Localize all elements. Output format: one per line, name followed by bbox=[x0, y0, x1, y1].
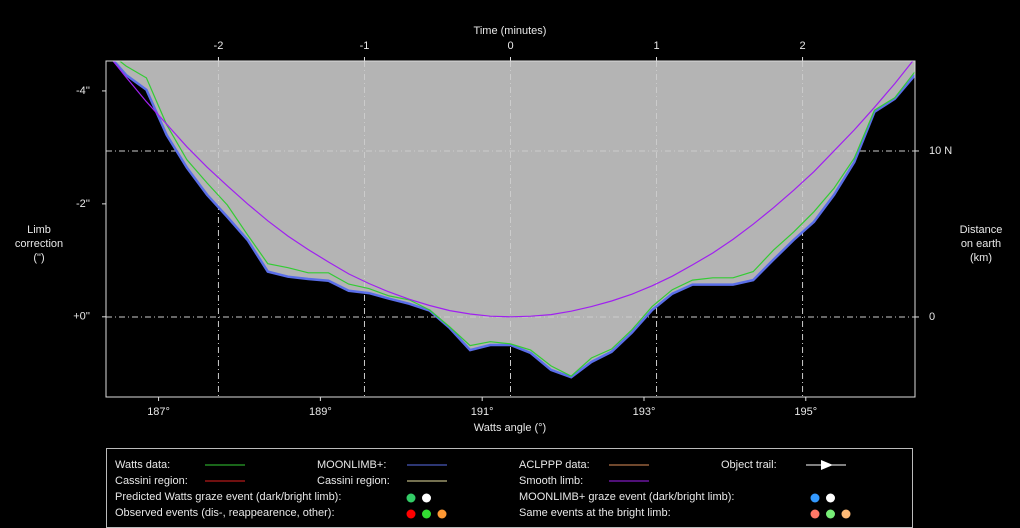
x-tick-label: 191° bbox=[471, 406, 494, 418]
legend-arrow bbox=[821, 460, 833, 470]
x2-tick-label: -2 bbox=[214, 40, 224, 52]
x-tick-label: 189° bbox=[309, 406, 332, 418]
x2-axis-label: Time (minutes) bbox=[474, 25, 547, 37]
legend-dot bbox=[422, 493, 431, 503]
legend-label: Cassini region: bbox=[317, 475, 390, 487]
legend-dot bbox=[826, 493, 835, 503]
legend-label: MOONLIMB+ graze event (dark/bright limb)… bbox=[519, 491, 735, 503]
y-axis-label: (") bbox=[33, 252, 44, 264]
y2-axis-label: Distance bbox=[960, 224, 1003, 236]
x-tick-label: 193° bbox=[633, 406, 656, 418]
x2-tick-label: 1 bbox=[653, 40, 659, 52]
y-tick-label: +0'' bbox=[73, 311, 90, 323]
y2-axis-label: (km) bbox=[970, 252, 992, 264]
profile-area bbox=[113, 61, 915, 378]
legend-label: Predicted Watts graze event (dark/bright… bbox=[115, 491, 341, 503]
legend-dot bbox=[406, 493, 416, 503]
legend-dot bbox=[826, 509, 835, 519]
legend-label: Smooth limb: bbox=[519, 475, 583, 487]
x-tick-label: 187° bbox=[147, 406, 170, 418]
legend-dot bbox=[810, 493, 820, 503]
plot-area bbox=[106, 61, 915, 397]
legend-dot bbox=[422, 509, 431, 519]
legend-label: Same events at the bright limb: bbox=[519, 507, 671, 519]
x-axis-label: Watts angle (°) bbox=[474, 422, 546, 434]
legend-label: MOONLIMB+: bbox=[317, 459, 386, 471]
legend-dot bbox=[810, 509, 820, 519]
y-axis-label: Limb bbox=[27, 224, 51, 236]
y2-tick-label: 10 N bbox=[929, 145, 952, 157]
y-tick-label: -4'' bbox=[76, 85, 90, 97]
y2-tick-label: 0 bbox=[929, 311, 935, 323]
series-line bbox=[112, 61, 914, 318]
series-line bbox=[118, 61, 915, 377]
legend-dot bbox=[437, 509, 447, 519]
y-tick-label: -2'' bbox=[76, 198, 90, 210]
legend-dot bbox=[841, 509, 851, 519]
legend-label: Observed events (dis-, reappearence, oth… bbox=[115, 507, 335, 519]
legend-dot bbox=[406, 509, 416, 519]
y2-axis-label: on earth bbox=[961, 238, 1001, 250]
x2-tick-label: 2 bbox=[799, 40, 805, 52]
x-tick-label: 195° bbox=[794, 406, 817, 418]
y-axis-label: correction bbox=[15, 238, 63, 250]
x2-tick-label: 0 bbox=[507, 40, 513, 52]
legend-label: Watts data: bbox=[115, 459, 170, 471]
legend-label: Object trail: bbox=[721, 459, 777, 471]
legend-label: ACLPPP data: bbox=[519, 459, 590, 471]
legend-label: Cassini region: bbox=[115, 475, 188, 487]
x2-tick-label: -1 bbox=[360, 40, 370, 52]
series-line bbox=[112, 61, 915, 379]
